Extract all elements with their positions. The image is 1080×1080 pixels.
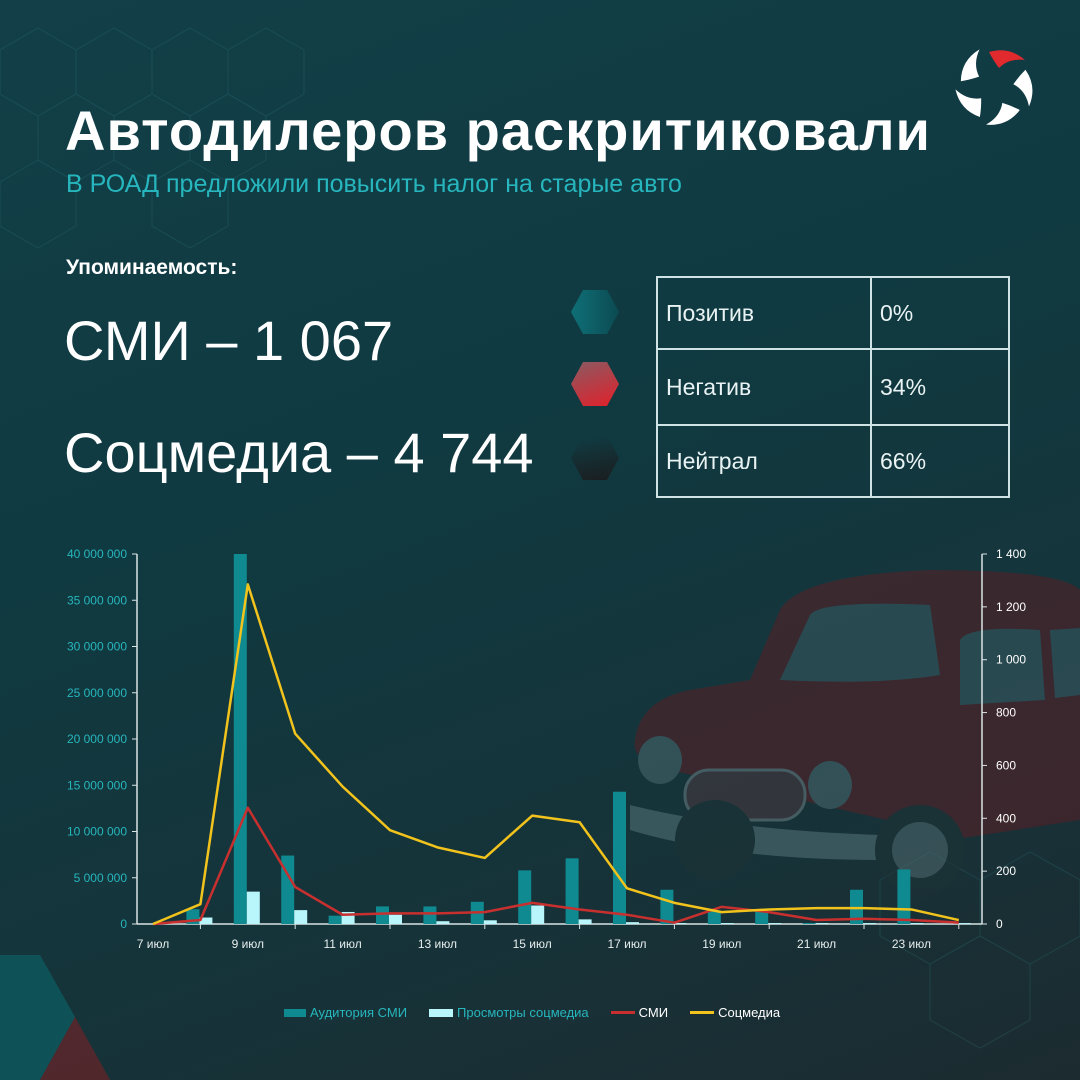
svg-text:1 200: 1 200: [996, 600, 1026, 614]
sentiment-label: Негатив: [656, 348, 872, 426]
svg-text:13 июл: 13 июл: [418, 937, 457, 951]
line-swatch-icon: [610, 1011, 635, 1014]
chart-legend: Аудитория СМИ Просмотры соцмедиа СМИ Соц…: [284, 1005, 802, 1020]
sentiment-value: 66%: [870, 424, 1010, 498]
sentiment-label: Позитив: [656, 276, 872, 350]
svg-text:200: 200: [996, 864, 1016, 878]
legend-item-views: Просмотры соцмедиа: [429, 1005, 589, 1020]
social-mentions-count: Соцмедиа – 4 744: [64, 421, 534, 484]
neutral-hex-icon: [571, 436, 619, 480]
car-illustration: [630, 570, 1080, 895]
corner-decoration: [0, 955, 110, 1080]
svg-text:10 000 000: 10 000 000: [67, 825, 127, 839]
sentiment-row-positive: Позитив 0%: [656, 276, 1010, 350]
brand-logo: [955, 49, 1033, 125]
svg-text:0: 0: [996, 917, 1003, 931]
mentions-chart: 0 5 000 000 10 000 000 15 000 000 20 000 000…: [67, 547, 1026, 951]
sentiment-label: Нейтрал: [656, 424, 872, 498]
sentiment-value: 34%: [870, 348, 1010, 426]
bar-swatch-icon: [429, 1008, 454, 1017]
svg-text:17 июл: 17 июл: [607, 937, 646, 951]
svg-text:7 июл: 7 июл: [137, 937, 169, 951]
svg-text:21 июл: 21 июл: [797, 937, 836, 951]
legend-label: Соцмедиа: [718, 1005, 781, 1020]
svg-text:9 июл: 9 июл: [232, 937, 264, 951]
svg-text:1 400: 1 400: [996, 547, 1026, 561]
svg-text:800: 800: [996, 706, 1016, 720]
svg-text:5 000 000: 5 000 000: [74, 871, 128, 885]
svg-text:40 000 000: 40 000 000: [67, 547, 127, 561]
page-title: Автодилеров раскритиковали: [65, 99, 931, 162]
svg-text:0: 0: [120, 917, 127, 931]
sentiment-row-neutral: Нейтрал 66%: [656, 424, 1010, 498]
sentiment-value: 0%: [870, 276, 1010, 350]
line-swatch-icon: [690, 1011, 715, 1014]
sentiment-row-negative: Негатив 34%: [656, 348, 1010, 426]
svg-text:30 000 000: 30 000 000: [67, 640, 127, 654]
svg-text:15 000 000: 15 000 000: [67, 778, 127, 792]
svg-text:23 июл: 23 июл: [892, 937, 931, 951]
negative-hex-icon: [571, 362, 619, 406]
legend-item-audience: Аудитория СМИ: [284, 1005, 407, 1020]
positive-hex-icon: [571, 290, 619, 334]
svg-text:400: 400: [996, 811, 1016, 825]
svg-text:25 000 000: 25 000 000: [67, 686, 127, 700]
svg-text:1 000: 1 000: [996, 653, 1026, 667]
legend-label: Просмотры соцмедиа: [457, 1005, 589, 1020]
svg-text:19 июл: 19 июл: [702, 937, 741, 951]
media-mentions-count: СМИ – 1 067: [64, 309, 394, 372]
legend-item-social: Соцмедиа: [690, 1005, 780, 1020]
svg-text:600: 600: [996, 758, 1016, 772]
mentions-label: Упоминаемость:: [66, 256, 238, 279]
svg-text:15 июл: 15 июл: [513, 937, 552, 951]
page-subtitle: В РОАД предложили повысить налог на стар…: [66, 170, 682, 198]
legend-label: СМИ: [638, 1005, 669, 1020]
svg-text:35 000 000: 35 000 000: [67, 593, 127, 607]
legend-item-media: СМИ: [610, 1005, 669, 1020]
svg-text:20 000 000: 20 000 000: [67, 732, 127, 746]
bar-swatch-icon: [284, 1008, 306, 1017]
svg-text:11 июл: 11 июл: [323, 937, 361, 951]
sentiment-table: Позитив 0% Негатив 34% Нейтрал 66%: [656, 276, 1010, 498]
legend-label: Аудитория СМИ: [310, 1005, 408, 1020]
